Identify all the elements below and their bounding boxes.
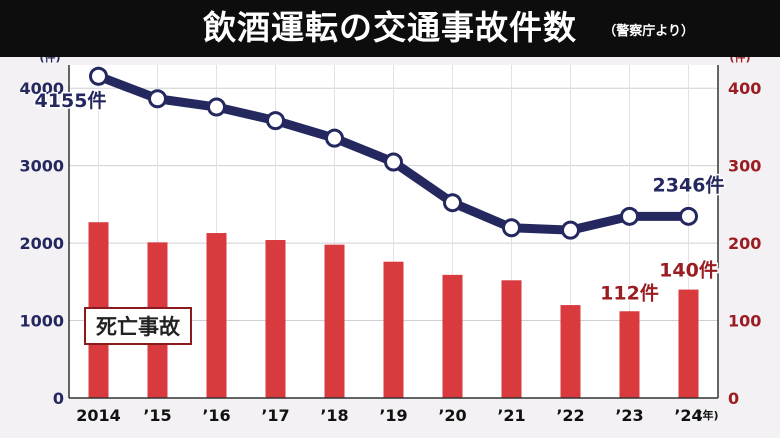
x-tick-label: ’20 [438,406,466,425]
chart-title: 飲酒運転の交通事故件数 [203,8,577,47]
right-tick-label: 100 [728,312,761,331]
bar-2 [206,233,227,398]
x-tick-label: ’21 [497,406,525,425]
bar-3 [265,240,286,398]
left-tick-label: 0 [53,389,64,408]
x-tick-label: ’23 [615,406,643,425]
line-point-3 [266,111,285,131]
annotation-label: 140件 [659,259,718,282]
line-point-9 [620,206,639,226]
source-note: （警察庁より） [603,24,694,39]
x-tick-label: ’24 [674,406,702,425]
bar-10 [678,289,699,398]
line-point-7 [502,218,521,238]
line-point-2 [207,97,226,117]
legend-box [84,307,192,345]
combo-chart: 0 1000 2000 3000 4000 (件) 0 100 200 300 400 (件) 2014… [19,57,761,425]
legend-label: 死亡事故 [96,315,181,339]
line-point-6 [443,193,462,213]
x-axis-unit: (年) [697,408,718,422]
left-tick-label: 2000 [19,234,64,253]
x-tick-label: 2014 [76,406,121,425]
bar-8 [560,305,581,398]
x-tick-label: ’15 [143,406,171,425]
x-tick-label: ’18 [320,406,348,425]
x-tick-label: ’19 [379,406,407,425]
left-tick-label: 4000 [19,79,64,98]
x-tick-label: ’22 [556,406,584,425]
x-tick-label: ’16 [202,406,230,425]
title-bar [0,0,780,57]
bar-7 [501,280,522,398]
line-point-1 [148,89,167,109]
bar-9 [619,311,640,398]
left-tick-label: 1000 [19,312,64,331]
left-axis-unit: (件) [39,57,60,64]
right-tick-label: 200 [728,234,761,253]
line-point-5 [384,152,403,172]
line-point-4 [325,128,344,148]
bar-6 [442,274,463,398]
right-tick-label: 400 [728,79,761,98]
x-tick-label: ’17 [261,406,289,425]
annotation-label: 2346件 [653,173,725,196]
line-point-0 [89,66,108,86]
bar-5 [383,261,404,398]
right-axis-unit: (件) [729,57,750,64]
left-tick-label: 3000 [19,157,64,176]
line-point-10 [679,206,698,226]
line-point-8 [561,220,580,240]
annotation-label: 4155件 [35,89,107,112]
annotation-label: 112件 [600,281,659,304]
bar-4 [324,244,345,398]
right-tick-label: 300 [728,157,761,176]
right-tick-label: 0 [728,389,739,408]
